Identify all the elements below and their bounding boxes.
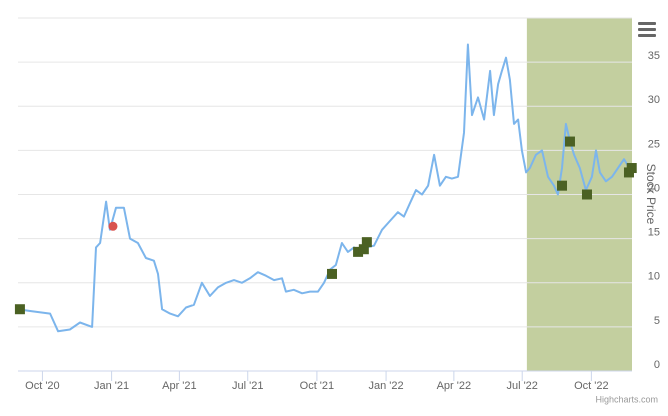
menu-button[interactable] xyxy=(638,22,656,37)
x-tick-label: Oct '21 xyxy=(300,380,335,392)
square-marker xyxy=(361,237,372,248)
square-marker xyxy=(14,304,25,315)
x-tick-label: Jul '22 xyxy=(506,380,537,392)
circle-marker xyxy=(108,221,118,231)
menu-bar xyxy=(638,22,656,25)
menu-bar xyxy=(638,28,656,31)
y-tick-label: 25 xyxy=(648,138,660,150)
y-tick-label: 5 xyxy=(654,315,660,327)
square-marker xyxy=(626,163,637,174)
x-tick-label: Apr '22 xyxy=(437,380,472,392)
x-tick-label: Jul '21 xyxy=(232,380,263,392)
y-tick-label: 35 xyxy=(648,50,660,62)
price-line xyxy=(17,43,633,333)
menu-bar xyxy=(638,34,656,37)
y-axis-title: Stock Price xyxy=(644,164,658,225)
plot: 0 5 10 15 20 25 30 35 Oct '20 Jan '21 Apr '21 Jul '… xyxy=(14,17,660,392)
square-marker xyxy=(353,246,364,257)
y-tick-label: 20 xyxy=(648,182,660,194)
credits[interactable]: Highcharts.com xyxy=(595,394,658,404)
x-tick-label: Oct '22 xyxy=(574,380,609,392)
y-tick-label: 15 xyxy=(648,227,660,239)
x-tick-label: Jan '22 xyxy=(369,380,404,392)
x-tick-label: Jan '21 xyxy=(94,380,129,392)
x-tick-label: Apr '21 xyxy=(162,380,197,392)
x-tick-label: Oct '20 xyxy=(25,380,60,392)
square-marker xyxy=(564,136,575,147)
square-marker xyxy=(326,268,337,279)
y-tick-label: 10 xyxy=(648,271,660,283)
y-tick-label: 30 xyxy=(648,94,660,106)
square-marker xyxy=(581,189,592,200)
square-marker xyxy=(358,244,369,255)
y-tick-label: 0 xyxy=(654,359,660,371)
square-marker xyxy=(557,180,568,191)
